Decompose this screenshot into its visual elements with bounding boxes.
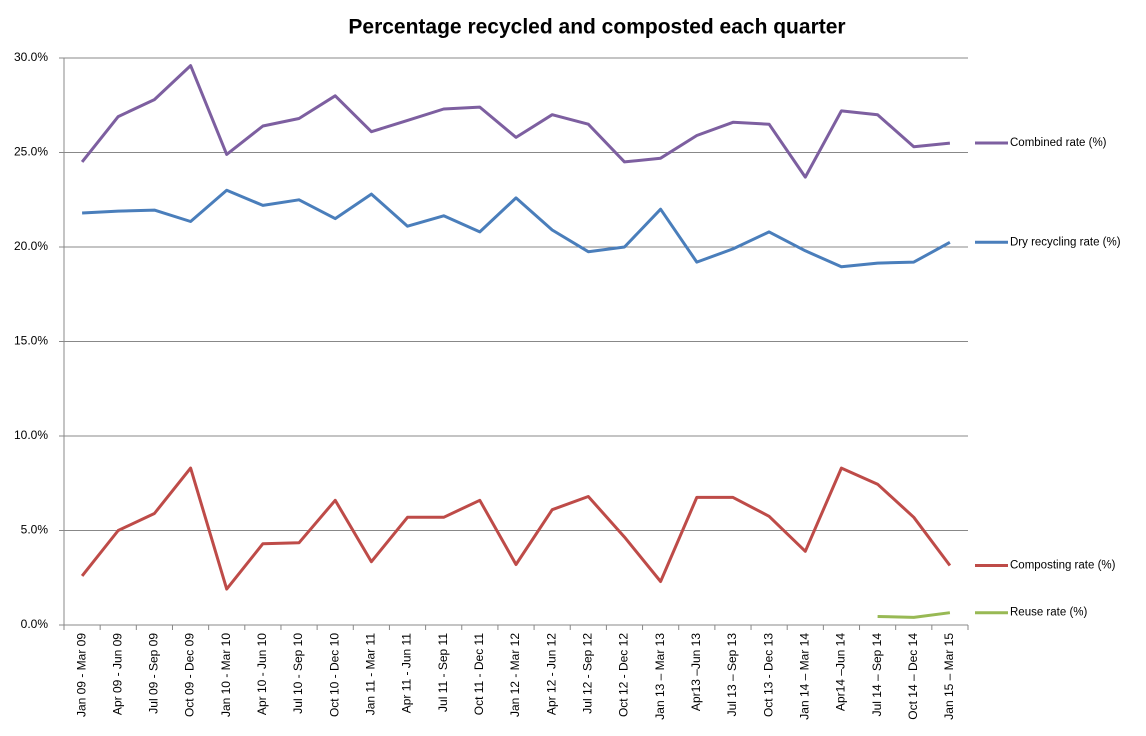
legend-label: Reuse rate (%) [1010, 607, 1088, 619]
y-tick-label: 15.0% [14, 334, 48, 348]
x-tick-label: Apr14 –Jun 14 [834, 633, 848, 711]
legend-label: Dry recycling rate (%) [1010, 236, 1121, 248]
series-line [80, 466, 952, 591]
x-tick-label: Jul 09 - Sep 09 [147, 633, 161, 714]
legend-label: Composting rate (%) [1010, 559, 1116, 571]
series-line [82, 188, 951, 269]
x-tick-label: Oct 12 - Dec 12 [617, 633, 631, 717]
x-tick-label: Apr 09 - Jun 09 [110, 633, 124, 715]
series-line [877, 611, 951, 619]
x-tick-label: Oct 13 - Dec 13 [761, 633, 775, 717]
x-tick-label: Oct 14 – Dec 14 [906, 633, 920, 720]
x-tick-label: Jan 10 - Mar 10 [219, 633, 233, 717]
y-tick-label: 25.0% [14, 145, 48, 159]
x-tick-label: Oct 09 - Dec 09 [183, 633, 197, 717]
x-tick-label: Jan 09 - Mar 09 [74, 633, 88, 717]
x-tick-label: Apr13 –Jun 13 [689, 633, 703, 711]
legend-label: Combined rate (%) [1010, 137, 1107, 149]
y-tick-label: 5.0% [21, 523, 49, 537]
x-tick-label: Oct 11 - Dec 11 [472, 633, 486, 716]
x-tick-label: Apr 12 - Jun 12 [544, 633, 558, 715]
x-tick-label: Jul 14 – Sep 14 [870, 633, 884, 717]
x-tick-label: Apr 10 - Jun 10 [255, 633, 269, 715]
series-line [80, 64, 951, 179]
x-tick-label: Jan 11 - Mar 11 [364, 633, 378, 716]
x-tick-label: Jan 14 – Mar 14 [797, 633, 811, 720]
y-tick-label: 30.0% [14, 50, 48, 64]
x-tick-label: Apr 11 - Jun 11 [400, 633, 414, 714]
y-tick-label: 10.0% [14, 428, 48, 442]
x-tick-label: Jul 11 - Sep 11 [436, 633, 450, 712]
y-tick-label: 0.0% [21, 617, 49, 631]
x-tick-label: Jul 13 – Sep 13 [725, 633, 739, 717]
x-tick-label: Jul 12 - Sep 12 [580, 633, 594, 714]
x-tick-label: Jul 10 - Sep 10 [291, 633, 305, 714]
chart-title: Percentage recycled and composted each q… [348, 16, 845, 39]
x-tick-label: Jan 15 – Mar 15 [942, 633, 956, 720]
x-tick-label: Oct 10 - Dec 10 [327, 633, 341, 717]
y-tick-label: 20.0% [14, 239, 48, 253]
x-tick-label: Jan 13 – Mar 13 [653, 633, 667, 720]
x-tick-label: Jan 12 - Mar 12 [508, 633, 522, 717]
